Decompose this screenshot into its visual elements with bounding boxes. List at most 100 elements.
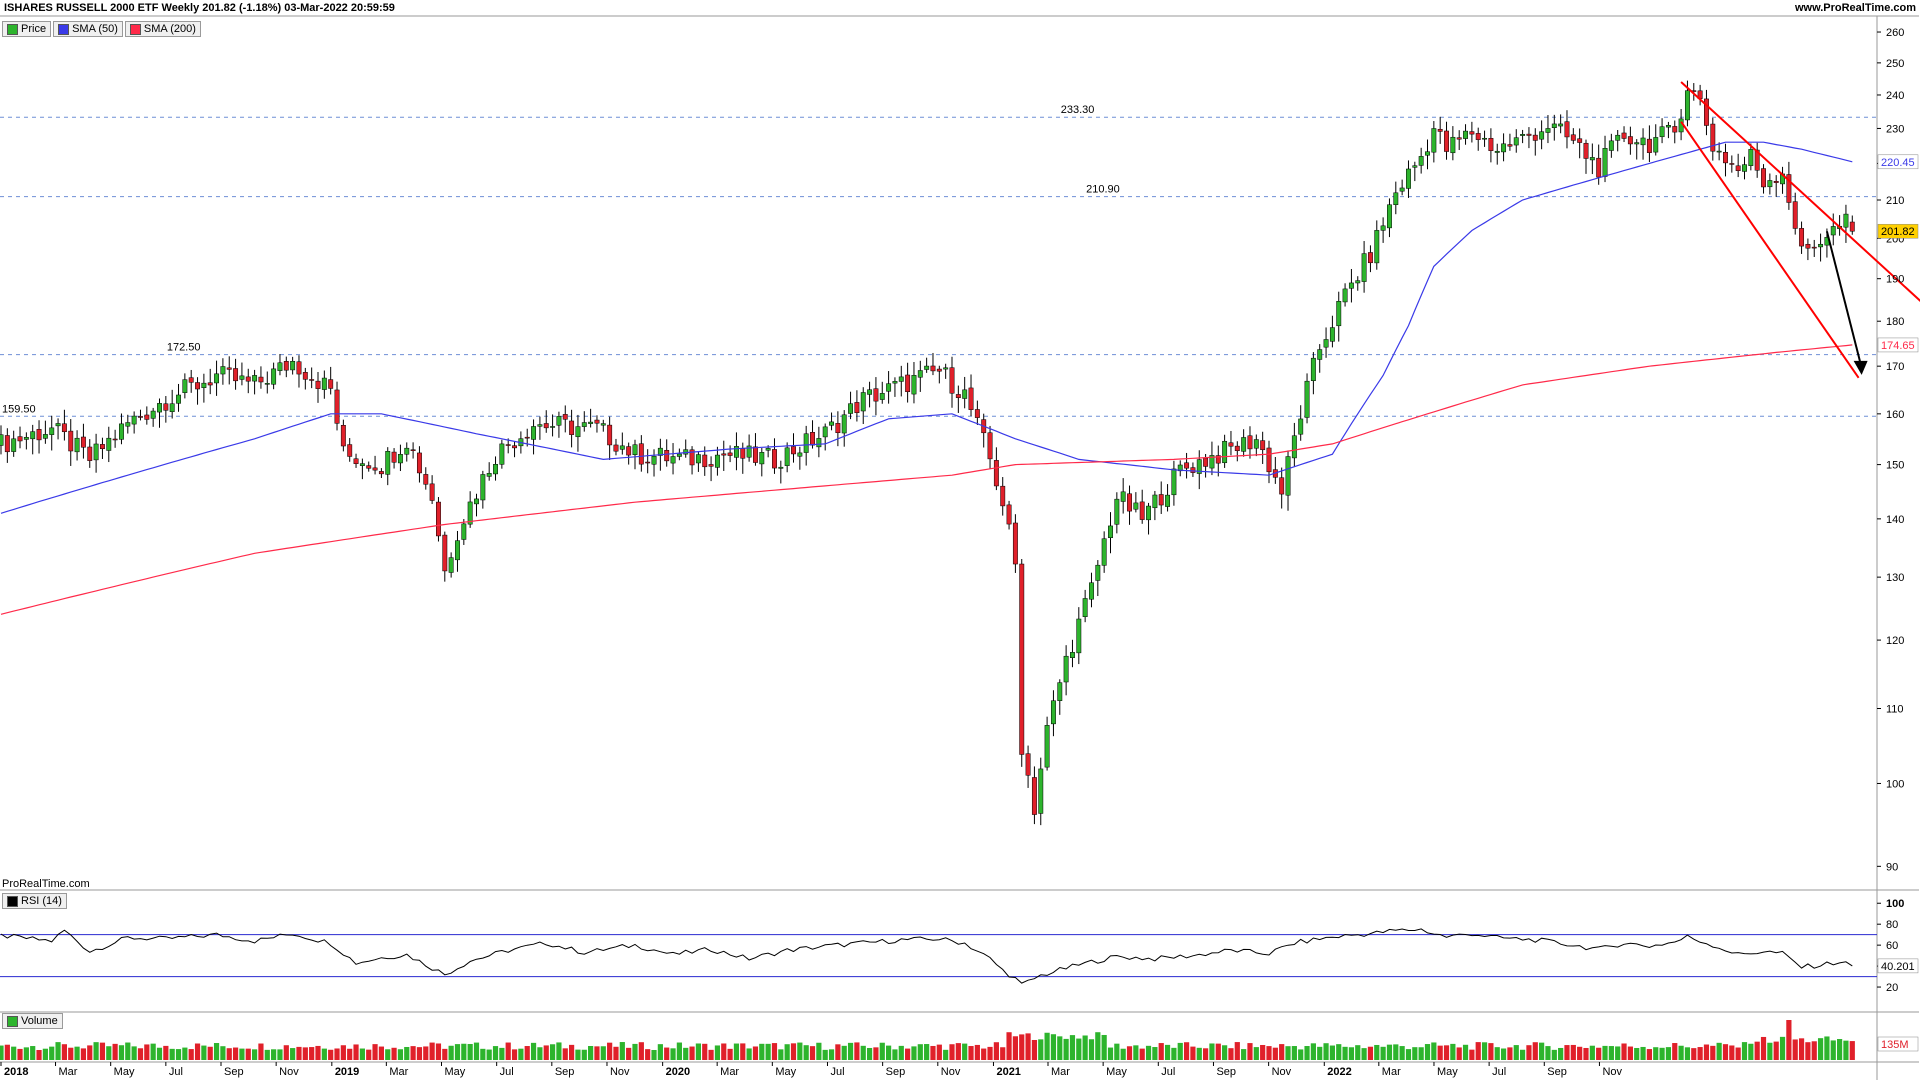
candle-up: [581, 422, 587, 427]
candle-down: [1507, 144, 1513, 147]
volume-bar: [1329, 1045, 1335, 1060]
legend-item-price[interactable]: Price: [2, 21, 52, 37]
candle-up: [1050, 700, 1056, 725]
volume-bar: [42, 1048, 48, 1060]
sma50-line: [0, 141, 1853, 514]
candle-up: [898, 376, 904, 382]
legend-label-volume: Volume: [21, 1015, 58, 1027]
candle-up: [1412, 165, 1418, 168]
horizontal-level-label: 233.30: [1061, 104, 1095, 116]
volume-bar: [1367, 1046, 1374, 1060]
candle-down: [340, 425, 346, 447]
candle-down: [772, 449, 777, 469]
volume-bar: [1107, 1047, 1114, 1060]
volume-bar: [188, 1049, 194, 1060]
candle-down: [1247, 435, 1253, 450]
candle-up: [1177, 464, 1183, 472]
volume-bar: [1139, 1048, 1145, 1060]
site-link[interactable]: www.ProRealTime.com: [1794, 2, 1916, 14]
volume-bar: [68, 1047, 74, 1060]
volume-bar: [835, 1044, 841, 1060]
volume-bar: [518, 1048, 524, 1060]
candle-down: [1570, 134, 1576, 141]
volume-bar: [1272, 1047, 1278, 1060]
candle-up: [962, 389, 968, 399]
candle-up: [1146, 505, 1151, 521]
candle-down: [524, 436, 530, 439]
candle-up: [1209, 455, 1215, 469]
volume-bar: [480, 1048, 486, 1060]
volume-bar: [36, 1049, 42, 1060]
candle-up: [657, 447, 663, 456]
volume-bar: [11, 1046, 17, 1060]
volume-bar: [594, 1046, 600, 1060]
volume-bar: [1234, 1042, 1240, 1060]
projection-arrow-head: [1853, 360, 1868, 375]
candle-up: [93, 443, 99, 461]
candle-up: [550, 426, 556, 428]
volume-bar: [1621, 1043, 1627, 1060]
volume-bar: [131, 1046, 137, 1060]
candle-down: [1583, 142, 1589, 159]
candle-down: [1526, 133, 1532, 136]
volume-bar: [486, 1049, 492, 1060]
chart-title: ISHARES RUSSELL 2000 ETF Weekly 201.82 (…: [4, 2, 395, 14]
candle-up: [733, 446, 739, 458]
legend-item-rsi[interactable]: RSI (14): [2, 893, 67, 909]
volume-bar: [49, 1046, 55, 1060]
candle-down: [1805, 243, 1811, 249]
line-swatch-icon: [7, 895, 18, 907]
candle-down: [1260, 440, 1266, 451]
volume-bar: [1507, 1047, 1513, 1060]
volume-bar: [1526, 1045, 1532, 1060]
volume-bar: [1672, 1043, 1678, 1060]
legend-item-sma200[interactable]: SMA (200): [124, 21, 201, 37]
candle-up: [1545, 128, 1551, 133]
volume-bar: [80, 1048, 87, 1060]
candle-down: [1761, 168, 1766, 188]
candle-down: [36, 429, 42, 441]
volume-bar: [1158, 1043, 1164, 1060]
candle-up: [1310, 357, 1316, 381]
volume-bar: [1539, 1042, 1545, 1060]
projection-arrow-line: [1825, 231, 1862, 365]
legend-item-volume[interactable]: Volume: [2, 1013, 63, 1029]
candle-up: [404, 447, 410, 455]
candle-down: [163, 403, 169, 411]
candle-down: [993, 460, 999, 487]
candle-down: [1723, 151, 1728, 164]
volume-bar: [207, 1046, 213, 1060]
volume-bar: [1634, 1047, 1640, 1060]
legend-item-sma50[interactable]: SMA (50): [53, 21, 123, 37]
candle-down: [80, 436, 86, 448]
channel-lower-line: [1680, 121, 1860, 379]
candle-up: [1336, 301, 1342, 327]
volume-bar: [1310, 1043, 1316, 1060]
volume-bar: [588, 1046, 594, 1060]
volume-bar: [163, 1045, 169, 1060]
candle-up: [1513, 137, 1519, 146]
volume-bar: [1589, 1045, 1595, 1060]
volume-bar: [1735, 1047, 1741, 1060]
candle-up: [1387, 204, 1392, 229]
candle-down: [721, 453, 727, 456]
candle-up: [1361, 253, 1367, 282]
candle-down: [626, 446, 632, 456]
volume-bar: [252, 1049, 258, 1060]
horizontal-level-label: 210.90: [1086, 184, 1120, 196]
x-tick-label: May: [114, 1066, 135, 1078]
volume-bar: [733, 1043, 740, 1060]
volume-bar: [670, 1048, 676, 1060]
last-price-value: 201.82: [1881, 226, 1915, 238]
candle-up: [448, 557, 454, 573]
volume-bar: [1044, 1032, 1050, 1060]
candle-up: [765, 448, 771, 451]
volume-bar: [784, 1044, 790, 1060]
candle-up: [220, 366, 226, 375]
volume-bar: [1684, 1047, 1691, 1060]
volume-bar: [1437, 1045, 1443, 1060]
candle-up: [1653, 137, 1659, 153]
candle-up: [1095, 564, 1101, 581]
volume-bar: [340, 1045, 346, 1060]
